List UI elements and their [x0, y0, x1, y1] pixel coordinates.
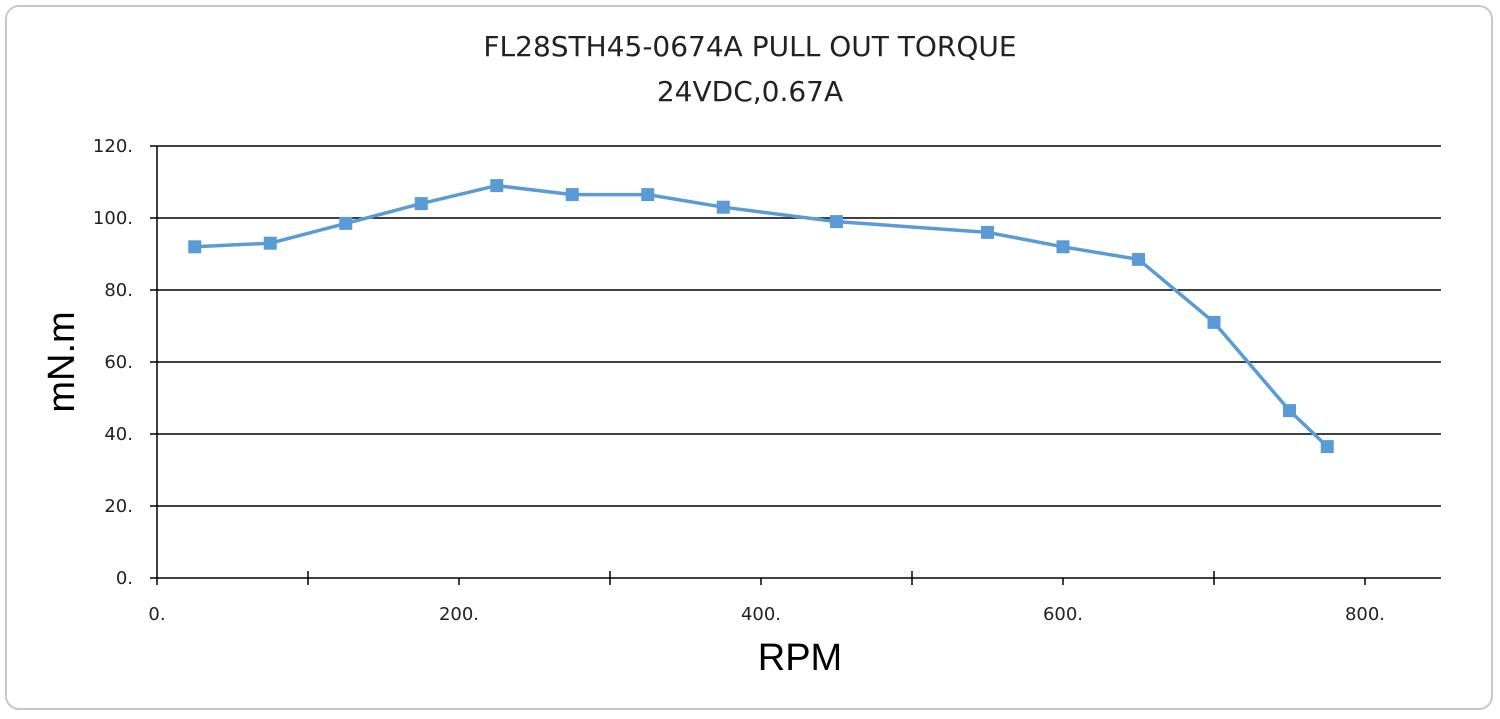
data-point — [1283, 404, 1296, 418]
y-axis-title: mN.m — [41, 311, 83, 412]
data-point — [1207, 315, 1221, 329]
x-tick-label: 0. — [148, 604, 165, 625]
data-point — [716, 200, 730, 214]
x-tick-label: 600. — [1043, 604, 1083, 625]
data-point — [1132, 252, 1145, 266]
y-tick-label: 40. — [104, 424, 133, 445]
x-axis-ticks: 0. 200. 400. 600. 800. — [148, 571, 1385, 625]
y-axis-ticks: 0. 20. 40. 60. 80. 100. 120. — [93, 136, 157, 589]
x-tick-label: 400. — [741, 604, 781, 625]
y-tick-label: 80. — [104, 280, 133, 301]
x-tick-label: 200. — [439, 604, 479, 625]
data-point — [565, 188, 579, 202]
series-line — [194, 183, 1329, 448]
y-tick-label: 20. — [104, 496, 133, 517]
data-point — [1320, 440, 1334, 454]
y-tick-label: 120. — [93, 136, 133, 157]
data-point — [830, 215, 843, 229]
chart-title: FL28STH45-0674A PULL OUT TORQUE — [483, 30, 1017, 63]
data-point — [490, 179, 504, 193]
data-point — [981, 225, 994, 239]
data-point — [641, 188, 655, 202]
y-tick-label: 0. — [116, 568, 133, 589]
data-point — [414, 197, 428, 211]
x-tick-label: 800. — [1345, 604, 1385, 625]
data-point — [263, 236, 277, 250]
gridlines — [157, 145, 1441, 507]
data-point — [1056, 240, 1070, 254]
x-axis-title: RPM — [758, 637, 842, 679]
y-tick-label: 60. — [104, 352, 133, 373]
y-tick-label: 100. — [93, 208, 133, 229]
series-group — [188, 179, 1334, 454]
chart-subtitle: 24VDC,0.67A — [656, 75, 844, 108]
data-point — [188, 240, 202, 254]
data-point — [339, 216, 353, 230]
